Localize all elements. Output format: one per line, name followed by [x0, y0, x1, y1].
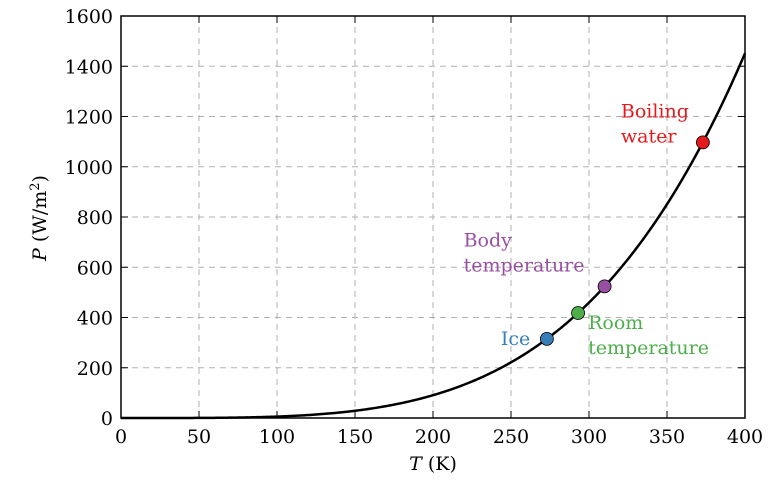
y-axis-label: P (W/m2) [28, 175, 51, 262]
annotation-line: water [621, 125, 677, 147]
y-tick-label: 1000 [65, 157, 113, 179]
y-tick-label: 200 [77, 358, 113, 380]
x-axis-variable: T [409, 453, 423, 475]
tick-labels: 0 50 100 150 200 250 300 350 400 0 200 400 600 800 100… [65, 6, 763, 448]
x-tick-label: 100 [259, 426, 295, 448]
point-annotation: Ice [501, 328, 530, 350]
points-layer [539, 135, 710, 346]
point-annotation: Boiling water [621, 100, 689, 147]
x-axis-label: T (K) [409, 453, 457, 475]
annotation-line: Boiling [621, 100, 689, 122]
y-tick-label: 800 [77, 207, 113, 229]
data-point [539, 331, 554, 346]
data-point [597, 279, 612, 294]
data-point [695, 135, 710, 150]
y-axis-unit-pre: (W/m [29, 191, 51, 248]
y-tick-label: 400 [77, 308, 113, 330]
y-tick-label: 1400 [65, 56, 113, 78]
annotation-line: temperature [464, 254, 585, 276]
y-axis-unit-sup: 2 [28, 182, 43, 190]
ticks [120, 15, 746, 419]
x-tick-label: 150 [337, 426, 373, 448]
point-annotation: Room temperature [588, 312, 709, 359]
x-tick-label: 200 [415, 426, 451, 448]
y-tick-label: 1200 [65, 107, 113, 129]
annotation-line: temperature [588, 337, 709, 359]
annotation-line: Room [588, 312, 643, 334]
y-tick-label: 1600 [65, 6, 113, 28]
x-tick-label: 300 [571, 426, 607, 448]
data-point [571, 306, 585, 320]
grid [121, 16, 745, 418]
x-tick-label: 0 [115, 426, 127, 448]
x-tick-label: 250 [493, 426, 529, 448]
y-axis-unit-post: ) [29, 175, 51, 182]
point-annotation: Body temperature [464, 229, 585, 276]
annotations: Ice Room temperature Body temperature Boiling… [464, 100, 709, 359]
x-tick-label: 400 [727, 426, 763, 448]
x-axis-unit: (K) [422, 453, 457, 475]
x-tick-label: 350 [649, 426, 685, 448]
annotation-line: Body [464, 229, 513, 251]
y-tick-label: 600 [77, 257, 113, 279]
x-tick-label: 50 [187, 426, 211, 448]
y-axis-variable: P [29, 247, 51, 262]
y-tick-label: 0 [101, 408, 113, 430]
annotation-line: Ice [501, 328, 530, 350]
